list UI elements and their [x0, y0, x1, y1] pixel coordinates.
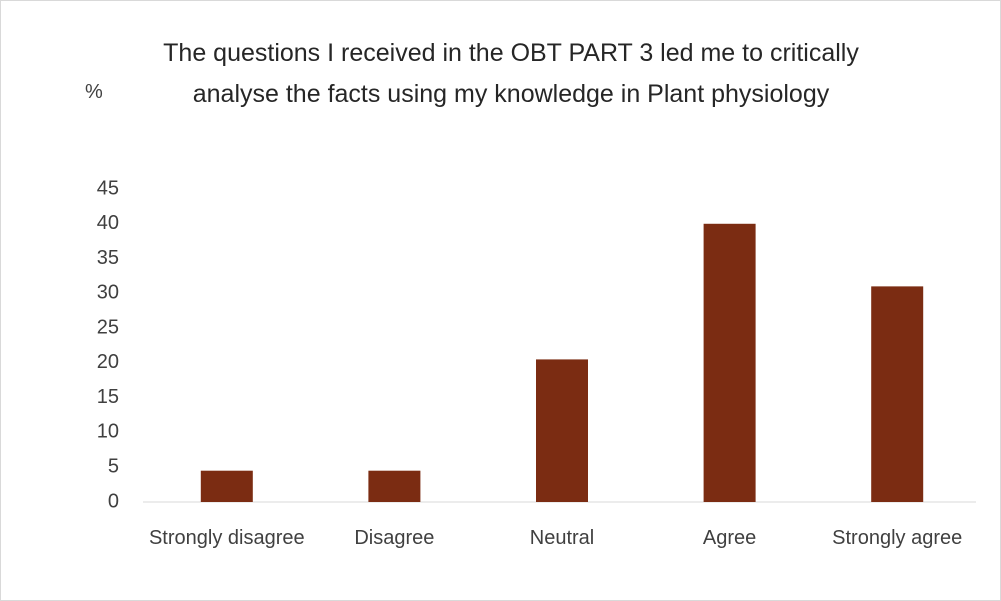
x-tick-label: Disagree: [354, 527, 435, 549]
y-tick-label: 5: [108, 456, 119, 478]
x-tick-label: Neutral: [529, 527, 595, 549]
y-tick-label: 40: [97, 212, 119, 234]
y-tick-label: 25: [97, 316, 119, 338]
y-tick-label: 30: [97, 282, 119, 304]
bar: [536, 359, 588, 502]
y-tick-label: 20: [97, 351, 119, 373]
y-tick-label: 35: [97, 247, 119, 269]
y-tick-label: 15: [97, 386, 119, 408]
y-axis-label: %: [85, 81, 103, 103]
y-tick-label: 10: [97, 421, 119, 443]
chart-title: The questions I received in the OBT PART…: [163, 39, 859, 108]
y-tick-label: 45: [97, 177, 119, 199]
bar: [200, 470, 253, 502]
x-tick-label: Strongly disagree: [148, 527, 305, 549]
bar: [368, 470, 421, 502]
bar: [703, 223, 756, 502]
x-tick-label: Strongly agree: [832, 527, 963, 549]
x-tick-label: Agree: [702, 527, 757, 549]
bar: [871, 286, 924, 502]
y-tick-label: 0: [108, 490, 119, 512]
